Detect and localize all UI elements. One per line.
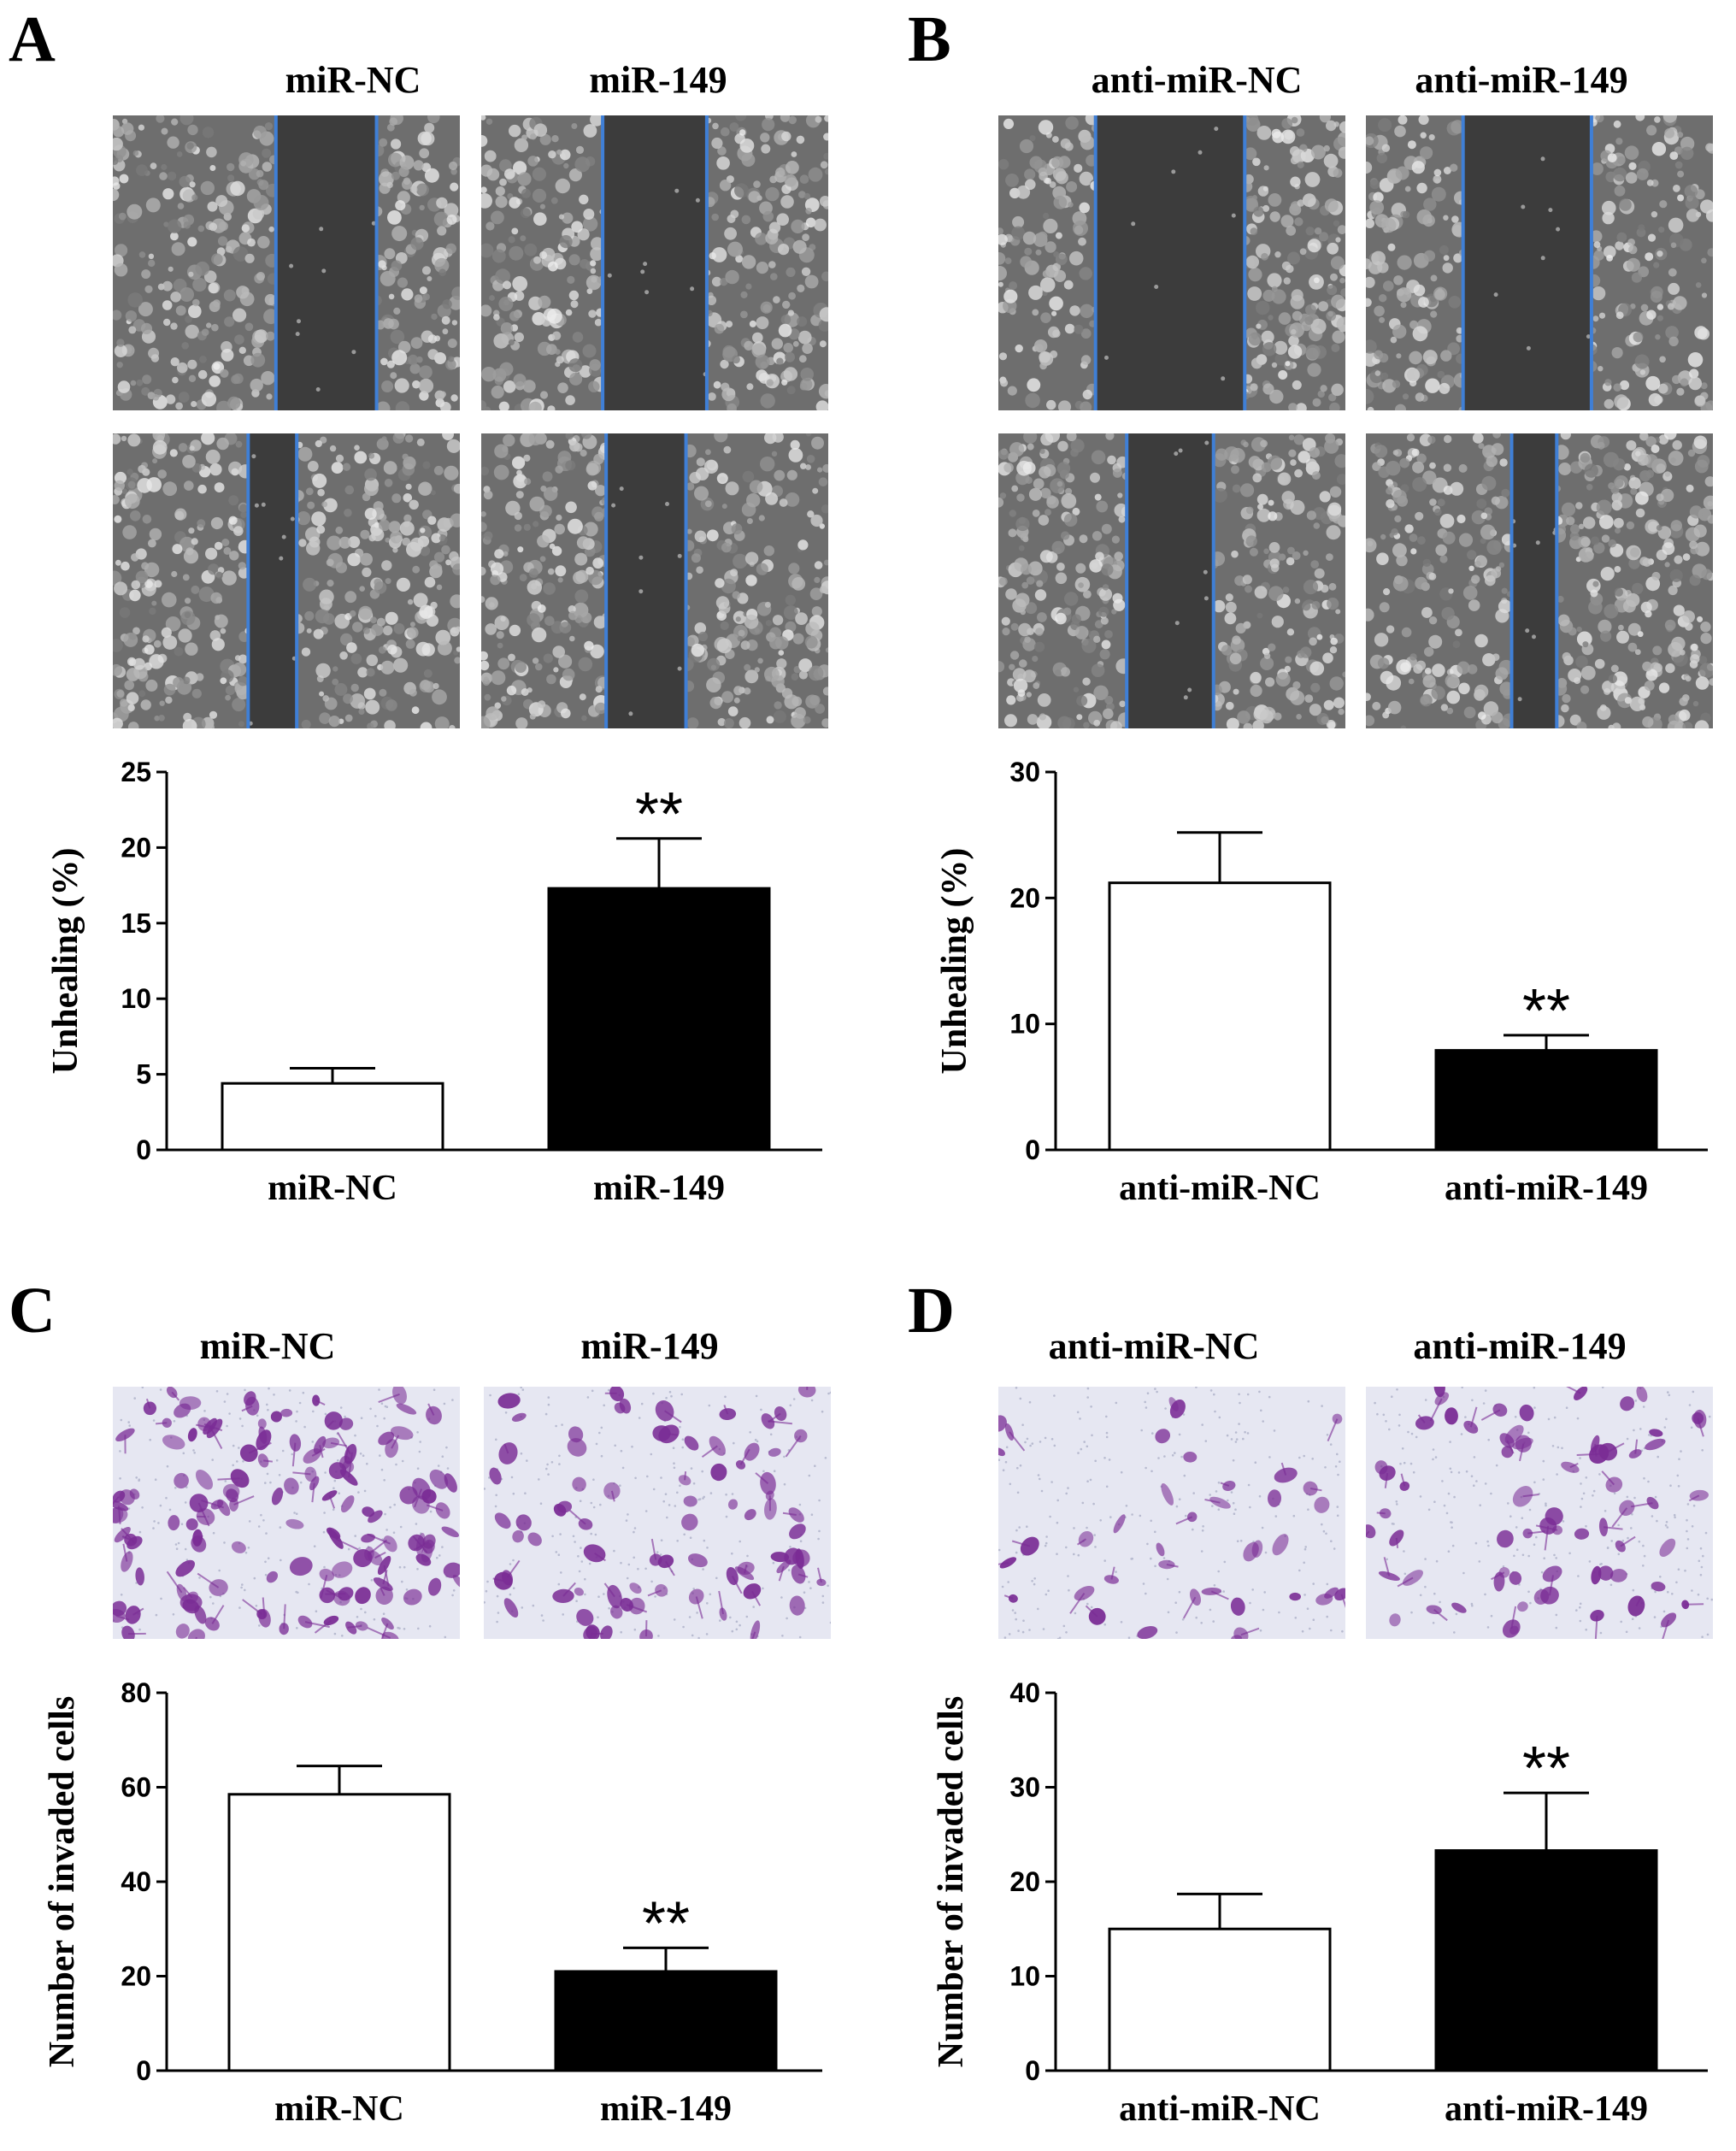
scratch-image-b-bottom-left [998,433,1345,728]
chart-b-bar-2 [1434,1049,1658,1152]
panel-letter-c: C [9,1275,56,1347]
chart-b-significance-2: ** [1522,977,1570,1046]
chart-b-bar-1 [1108,881,1332,1152]
chart-a-significance-2: ** [635,781,683,849]
chart-b-y-tick-label: 0 [1025,1134,1040,1165]
chart-c-bar-1 [227,1793,451,2072]
scratch-image-b-top-left [998,115,1345,410]
panel-letter-b: B [908,3,951,75]
col-label-d-1: anti-miR-NC [1048,1325,1260,1367]
chart-d-y-tick-label: 20 [1009,1866,1040,1897]
chart-b-y-tick-label: 10 [1009,1009,1040,1040]
chart-a-y-tick-label: 0 [136,1134,151,1165]
chart-a-x-tick-label-2: miR-149 [593,1169,725,1208]
chart-c: 0 20 40 60 80 Number of invaded cells miR-NC **… [43,1677,822,2129]
scratch-image-a-bottom-left [113,433,460,728]
chart-d-y-tick-label: 0 [1025,2055,1040,2086]
chart-c-bar-2 [554,1970,778,2072]
chart-b-y-tick-label: 20 [1009,882,1040,913]
chart-b-x-tick-label-2: anti-miR-149 [1445,1169,1648,1208]
col-label-c-1: miR-NC [199,1325,336,1367]
chart-d-y-tick-label: 30 [1009,1772,1040,1803]
transwell-image-d-right [1366,1387,1713,1639]
col-label-a-1: miR-NC [285,59,421,101]
chart-d: 0 10 20 30 40 Number of invaded cells anti-miR… [932,1677,1708,2129]
transwell-image-c-right [484,1387,831,1639]
transwell-image-c-left [113,1387,460,1639]
chart-a-bar-1 [221,1081,444,1152]
chart-d-x-tick-label-1: anti-miR-NC [1119,2089,1321,2129]
scratch-image-b-bottom-right [1366,433,1713,728]
chart-a-y-axis-label: Unhealing (%) [46,848,85,1075]
chart-d-bar-2 [1434,1849,1658,2072]
chart-d-y-axis-label: Number of invaded cells [932,1696,971,2067]
chart-a-y-tick-label: 5 [136,1059,151,1090]
transwell-image-d-left [998,1387,1345,1639]
scratch-image-a-bottom-right [481,433,828,728]
scratch-image-a-top-left [113,115,460,410]
chart-b: 0 10 20 30 Unhealing (%) anti-miR-NC ** anti-mi… [935,757,1708,1208]
chart-b-x-tick-label-1: anti-miR-NC [1119,1169,1321,1208]
chart-c-y-tick-label: 0 [136,2055,151,2086]
chart-a-y-tick-label: 20 [121,832,151,863]
chart-a: 0 5 10 15 20 25 Unhealing (%) miR-NC ** miR-149 [46,757,822,1208]
col-label-a-2: miR-149 [589,59,727,101]
panel-letter-a: A [9,3,56,75]
chart-a-y-tick-label: 25 [121,757,151,787]
chart-d-y-tick-label: 40 [1009,1677,1040,1708]
chart-a-x-tick-label-1: miR-NC [268,1169,397,1208]
col-label-b-1: anti-miR-NC [1091,59,1303,101]
chart-d-significance-2: ** [1522,1735,1570,1803]
chart-a-bar-2 [547,887,771,1152]
scratch-image-b-top-right [1366,115,1713,410]
chart-d-bar-1 [1108,1927,1332,2072]
chart-d-x-tick-label-2: anti-miR-149 [1445,2089,1648,2129]
chart-c-y-tick-label: 40 [121,1866,151,1897]
chart-c-x-tick-label-2: miR-149 [600,2089,732,2129]
chart-c-y-axis-label: Number of invaded cells [43,1696,82,2067]
chart-b-y-tick-label: 30 [1009,757,1040,787]
col-label-b-2: anti-miR-149 [1415,59,1628,101]
chart-a-y-tick-label: 15 [121,908,151,939]
chart-b-y-axis-label: Unhealing (%) [935,848,974,1075]
chart-c-significance-2: ** [642,1889,690,1958]
chart-c-y-tick-label: 60 [121,1772,151,1803]
col-label-d-2: anti-miR-149 [1413,1325,1627,1367]
chart-d-y-tick-label: 10 [1009,1961,1040,1992]
chart-c-y-tick-label: 80 [121,1677,151,1708]
chart-c-y-tick-label: 20 [121,1961,151,1992]
panel-letter-d: D [908,1275,955,1347]
col-label-c-2: miR-149 [580,1325,719,1367]
scratch-image-a-top-right [481,115,828,410]
chart-c-x-tick-label-1: miR-NC [274,2089,404,2129]
chart-a-y-tick-label: 10 [121,983,151,1014]
